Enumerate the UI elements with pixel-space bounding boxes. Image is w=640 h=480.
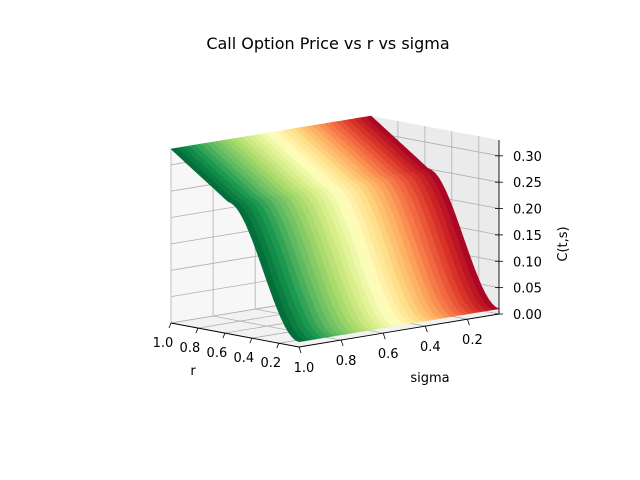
x-tick	[276, 343, 280, 349]
y-tick-label: 0.6	[378, 347, 399, 362]
x-axis-line	[170, 322, 300, 348]
y-axis-label: sigma	[410, 371, 449, 386]
x-tick	[168, 322, 172, 329]
z-tick-label: 0.10	[513, 255, 542, 270]
x-tick	[222, 332, 226, 339]
z-tick-label: 0.00	[513, 308, 542, 323]
y-tick	[424, 326, 428, 333]
x-tick-label: 0.8	[180, 341, 201, 356]
x-tick-label: 1.0	[153, 336, 174, 351]
z-axis-label: C(t,s)	[556, 226, 571, 261]
z-tick-label: 0.05	[513, 282, 542, 297]
x-tick-label: 0.6	[207, 346, 228, 361]
y-tick-label: 1.0	[294, 361, 315, 376]
y-tick	[467, 319, 470, 326]
y-tick-label: 0.2	[462, 333, 483, 348]
z-tick-label: 0.25	[513, 176, 542, 191]
z-tick-label: 0.30	[513, 150, 542, 165]
y-tick	[298, 346, 302, 354]
y-tick-label: 0.8	[336, 354, 357, 369]
x-tick	[249, 338, 253, 344]
tick-labels: 1.0 0.8 0.6 0.4 0.2 1.0 0.8 0.6 0.4 0.2 0.00 0.05 0.…	[153, 150, 542, 376]
z-tick-label: 0.20	[513, 203, 542, 218]
axis-lines	[168, 140, 503, 354]
y-tick	[340, 339, 344, 347]
y-tick	[382, 332, 386, 340]
z-tick-label: 0.15	[513, 229, 542, 244]
surface-patch	[295, 338, 306, 343]
x-tick	[195, 327, 199, 334]
y-tick-label: 0.4	[420, 340, 441, 355]
surface-plot	[170, 115, 500, 343]
x-axis-label: r	[190, 364, 196, 379]
x-tick-label: 0.2	[260, 356, 281, 371]
x-tick-label: 0.4	[233, 351, 254, 366]
y-axis-line	[298, 313, 500, 348]
chart-title: Call Option Price vs r vs sigma	[206, 34, 449, 53]
